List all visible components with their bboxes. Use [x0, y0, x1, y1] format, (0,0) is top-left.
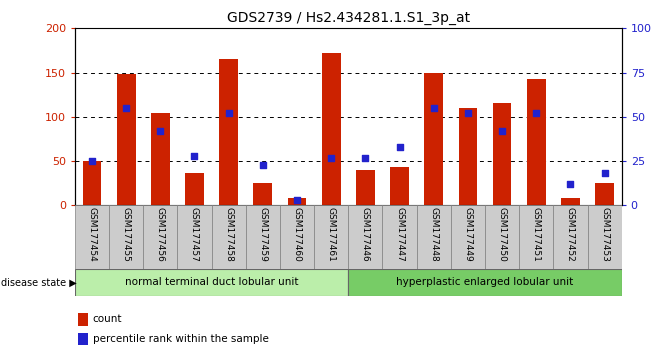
Text: GSM177457: GSM177457: [190, 207, 199, 262]
Bar: [246, 205, 280, 269]
Text: percentile rank within the sample: percentile rank within the sample: [93, 334, 269, 344]
Bar: [527, 79, 546, 205]
Text: GSM177446: GSM177446: [361, 207, 370, 262]
Bar: [78, 313, 88, 326]
Text: GSM177458: GSM177458: [224, 207, 233, 262]
Bar: [458, 108, 477, 205]
Text: GSM177448: GSM177448: [429, 207, 438, 262]
Bar: [177, 205, 212, 269]
Bar: [280, 205, 314, 269]
Text: count: count: [93, 314, 122, 324]
Bar: [587, 205, 622, 269]
Bar: [219, 59, 238, 205]
Point: [189, 153, 200, 159]
Bar: [390, 167, 409, 205]
Text: disease state ▶: disease state ▶: [1, 277, 77, 287]
Bar: [288, 198, 307, 205]
Bar: [417, 205, 450, 269]
Point: [360, 155, 370, 160]
Bar: [212, 205, 246, 269]
Point: [121, 105, 132, 111]
Point: [326, 155, 337, 160]
Point: [258, 162, 268, 167]
Text: GSM177453: GSM177453: [600, 207, 609, 262]
Text: GSM177459: GSM177459: [258, 207, 268, 262]
Point: [428, 105, 439, 111]
Text: GSM177449: GSM177449: [464, 207, 473, 262]
Bar: [485, 205, 519, 269]
Point: [87, 158, 97, 164]
Bar: [314, 205, 348, 269]
Text: GSM177461: GSM177461: [327, 207, 336, 262]
Bar: [348, 269, 622, 296]
Bar: [143, 205, 177, 269]
Text: normal terminal duct lobular unit: normal terminal duct lobular unit: [125, 277, 298, 287]
Bar: [356, 170, 375, 205]
Bar: [424, 73, 443, 205]
Text: GSM177456: GSM177456: [156, 207, 165, 262]
Point: [463, 110, 473, 116]
Text: hyperplastic enlarged lobular unit: hyperplastic enlarged lobular unit: [396, 277, 574, 287]
Bar: [561, 198, 580, 205]
Bar: [493, 103, 512, 205]
Text: GSM177451: GSM177451: [532, 207, 541, 262]
Text: GSM177447: GSM177447: [395, 207, 404, 262]
Text: GSM177460: GSM177460: [292, 207, 301, 262]
Title: GDS2739 / Hs2.434281.1.S1_3p_at: GDS2739 / Hs2.434281.1.S1_3p_at: [227, 11, 470, 24]
Point: [600, 171, 610, 176]
Point: [395, 144, 405, 150]
Bar: [75, 269, 348, 296]
Bar: [382, 205, 417, 269]
Text: GSM177450: GSM177450: [497, 207, 506, 262]
Bar: [553, 205, 587, 269]
Bar: [185, 173, 204, 205]
Bar: [109, 205, 143, 269]
Point: [531, 110, 542, 116]
Text: GSM177455: GSM177455: [122, 207, 131, 262]
Bar: [519, 205, 553, 269]
Bar: [83, 161, 102, 205]
Bar: [253, 183, 272, 205]
Point: [292, 197, 302, 203]
Bar: [450, 205, 485, 269]
Bar: [117, 74, 135, 205]
Bar: [322, 53, 340, 205]
Bar: [75, 205, 109, 269]
Point: [565, 181, 575, 187]
Bar: [348, 205, 382, 269]
Bar: [595, 183, 614, 205]
Bar: [151, 113, 170, 205]
Point: [155, 128, 165, 134]
Bar: [78, 333, 88, 345]
Text: GSM177454: GSM177454: [87, 207, 96, 262]
Point: [223, 110, 234, 116]
Text: GSM177452: GSM177452: [566, 207, 575, 262]
Point: [497, 128, 507, 134]
